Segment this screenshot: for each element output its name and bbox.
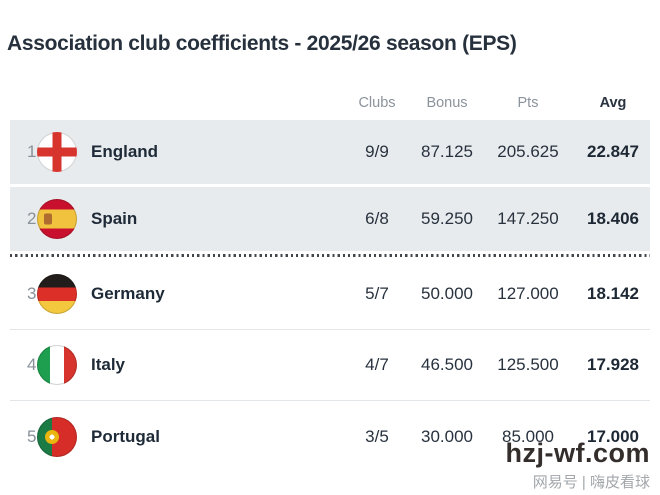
avg-value: 18.142 bbox=[587, 284, 639, 303]
avg-value: 17.928 bbox=[587, 355, 639, 374]
clubs-value: 5/7 bbox=[365, 284, 389, 303]
flag-cell bbox=[37, 274, 90, 314]
qualification-cutoff-divider bbox=[10, 254, 650, 257]
clubs-value: 9/9 bbox=[365, 142, 389, 161]
column-header-pts: Pts bbox=[517, 95, 539, 111]
watermark: hzj-wf.com 网易号 | 嗨皮看球 bbox=[506, 438, 651, 492]
pts-value: 85.000 bbox=[502, 426, 554, 446]
pts-value: 147.250 bbox=[497, 209, 559, 228]
watermark-site-text: hzj-wf.com bbox=[505, 438, 650, 468]
page-title: Association club coefficients - 2025/26 … bbox=[7, 32, 517, 55]
bonus-value: 50.000 bbox=[421, 284, 473, 303]
country-name: England bbox=[91, 142, 159, 161]
clubs-value: 6/8 bbox=[365, 209, 389, 228]
column-header-bonus: Bonus bbox=[426, 95, 468, 111]
clubs-value: 3/5 bbox=[365, 426, 389, 446]
row-divider bbox=[10, 184, 650, 187]
flag-cell bbox=[37, 199, 90, 239]
italy-flag-icon bbox=[37, 345, 77, 385]
rank-label: 1 bbox=[27, 142, 37, 161]
table-row-germany[interactable]: 3 Germany 5/7 50.000 127.000 18.142 bbox=[10, 259, 650, 330]
rank-label: 4 bbox=[27, 355, 37, 374]
column-header-clubs: Clubs bbox=[358, 95, 396, 111]
pts-value: 127.000 bbox=[497, 284, 559, 303]
clubs-value: 4/7 bbox=[365, 355, 389, 374]
pts-value: 125.500 bbox=[497, 355, 559, 374]
coefficients-table: Clubs Bonus Pts Avg 1 England 9/9 87.125… bbox=[10, 57, 650, 472]
country-name: Germany bbox=[91, 284, 165, 303]
table-header-row: Clubs Bonus Pts Avg bbox=[10, 57, 650, 120]
column-header-avg: Avg bbox=[599, 95, 627, 111]
table-row-portugal[interactable]: 5 Portugal 3/5 30.000 85.000 17.000 bbox=[10, 401, 650, 472]
avg-value: 18.406 bbox=[587, 209, 639, 228]
bonus-value: 59.250 bbox=[421, 209, 473, 228]
portugal-flag-icon bbox=[37, 416, 77, 457]
pts-value: 205.625 bbox=[497, 142, 559, 161]
bonus-value: 46.500 bbox=[421, 355, 473, 374]
watermark-byline-text: 网易号 | 嗨皮看球 bbox=[532, 474, 650, 491]
spain-flag-icon bbox=[37, 199, 77, 239]
avg-value: 22.847 bbox=[587, 142, 639, 161]
germany-flag-icon bbox=[37, 274, 77, 314]
rank-label: 5 bbox=[27, 426, 37, 446]
avg-value: 17.000 bbox=[587, 426, 639, 446]
flag-cell bbox=[37, 416, 90, 457]
country-name: Portugal bbox=[91, 426, 160, 446]
table-row-england[interactable]: 1 England 9/9 87.125 205.625 22.847 bbox=[10, 120, 650, 184]
country-name: Spain bbox=[91, 209, 138, 228]
table-row-italy[interactable]: 4 Italy 4/7 46.500 125.500 17.928 bbox=[10, 330, 650, 401]
bonus-value: 30.000 bbox=[421, 426, 473, 446]
rank-label: 2 bbox=[27, 209, 37, 228]
flag-cell bbox=[37, 132, 90, 172]
england-flag-icon bbox=[37, 132, 77, 172]
table-row-spain[interactable]: 2 Spain 6/8 59.250 147.250 18.406 bbox=[10, 187, 650, 251]
rank-label: 3 bbox=[27, 284, 37, 303]
country-name: Italy bbox=[91, 355, 126, 374]
bonus-value: 87.125 bbox=[421, 142, 473, 161]
flag-cell bbox=[37, 345, 90, 385]
